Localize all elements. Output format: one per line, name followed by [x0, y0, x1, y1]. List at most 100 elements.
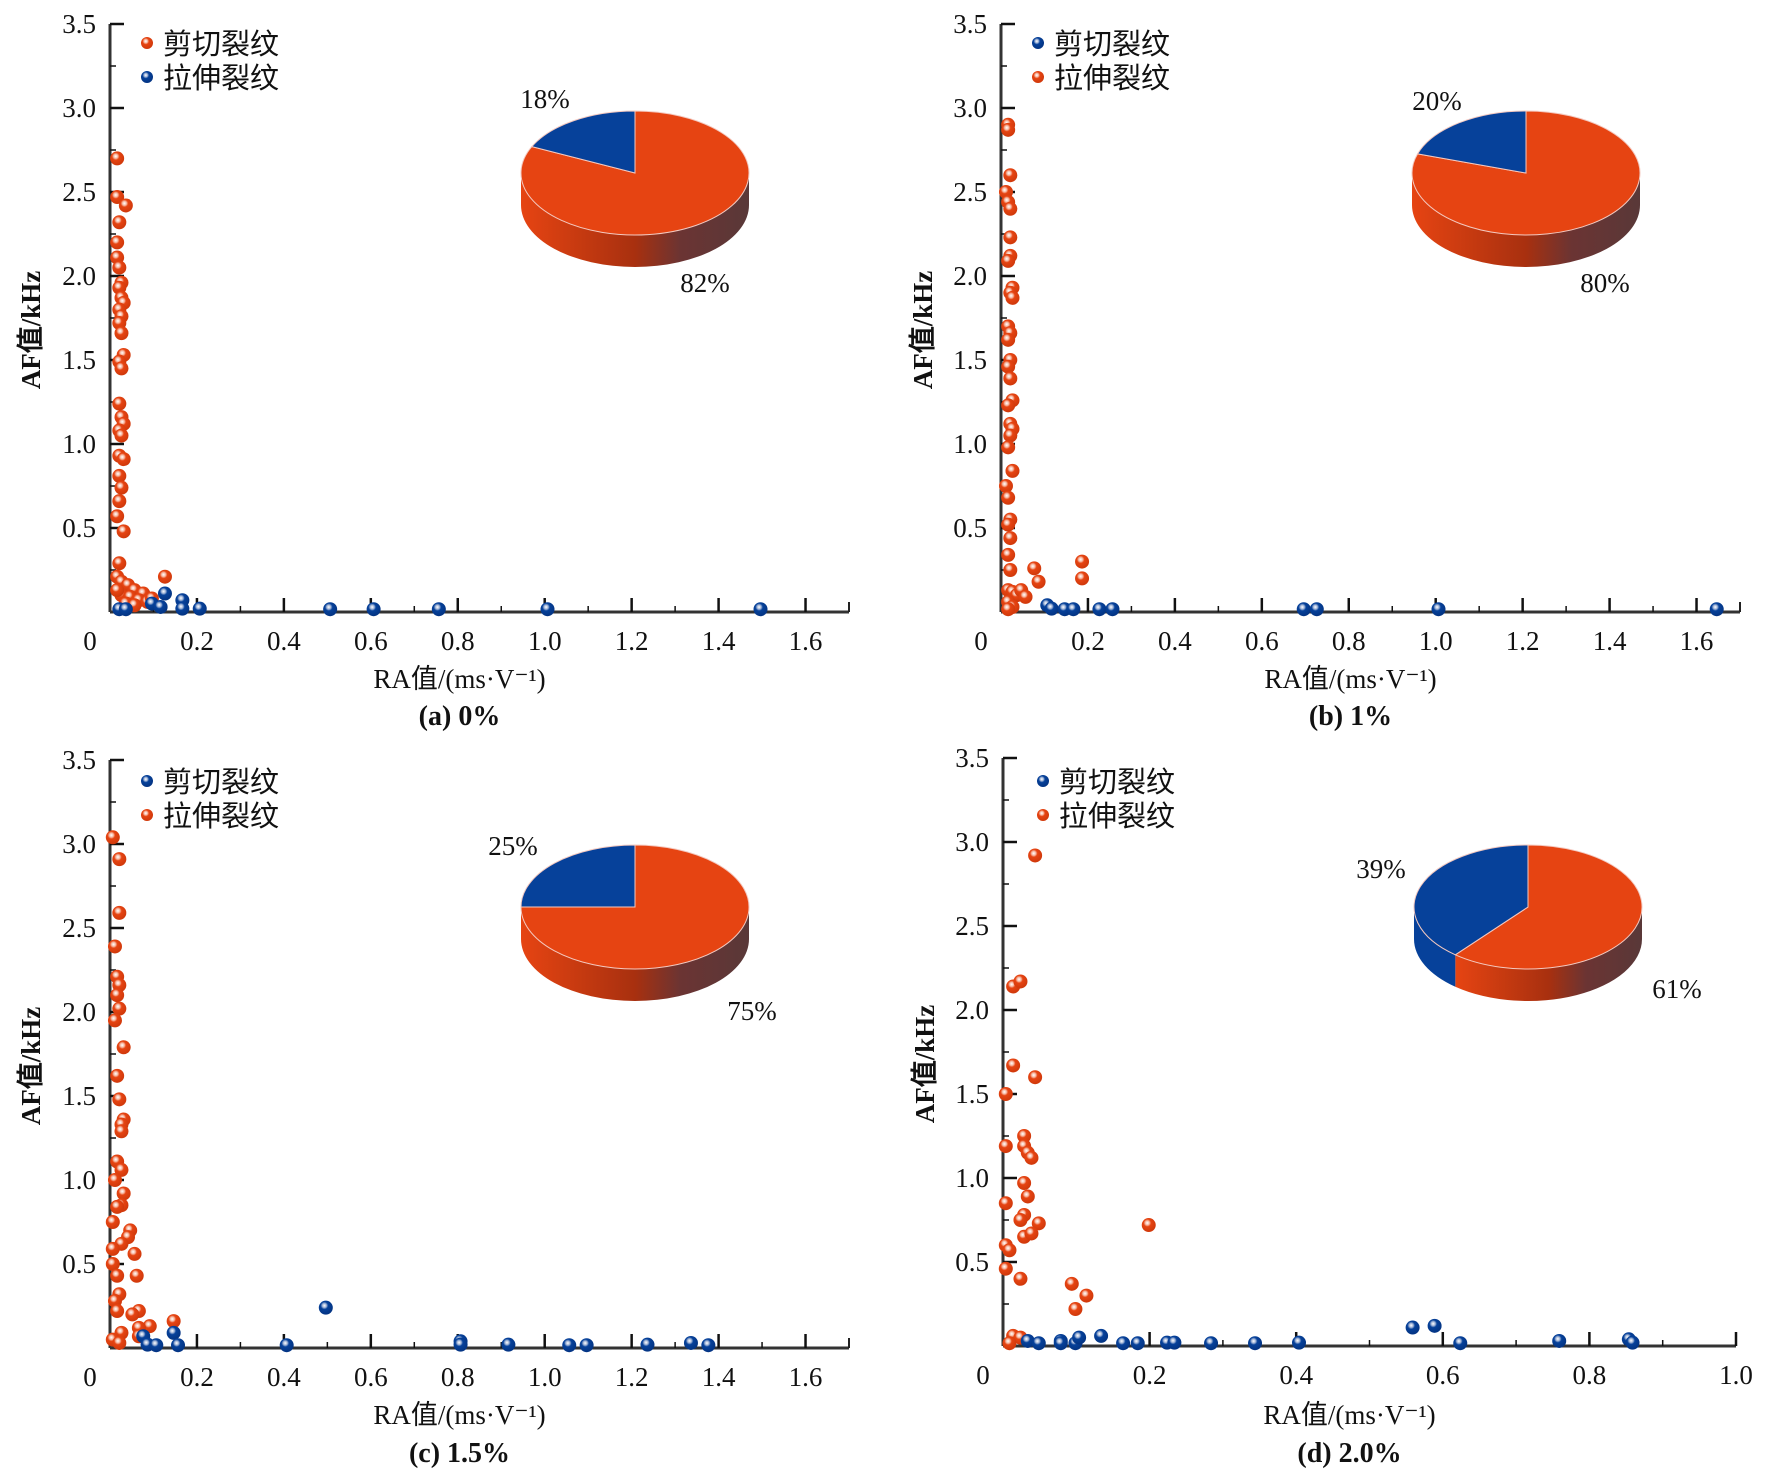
scatter-point-blue: [366, 602, 381, 617]
y-tick-label: 3.5: [62, 745, 96, 775]
scatter-point-blue: [1248, 1336, 1263, 1351]
x-tick-label: 1.2: [615, 626, 649, 656]
y-tick-label: 2.0: [62, 997, 96, 1027]
scatter-point-red: [1002, 1243, 1017, 1258]
scatter-point-red: [110, 988, 125, 1003]
scatter-point-red: [110, 151, 125, 166]
scatter-point-red: [125, 1307, 140, 1322]
pie-slice-red: [520, 844, 750, 970]
y-tick-label: 1.0: [62, 429, 96, 459]
x-tick-label: 1.0: [1719, 1360, 1753, 1390]
scatter-point-red: [1001, 359, 1016, 374]
scatter-point-blue: [453, 1337, 468, 1352]
scatter-point-red: [1001, 547, 1016, 562]
x-tick-label: 0.8: [441, 626, 475, 656]
scatter-point-red: [112, 852, 127, 867]
scatter-point-blue: [753, 602, 768, 617]
scatter-point-blue: [1204, 1336, 1219, 1351]
y-tick-label: 1.0: [953, 429, 987, 459]
scatter-point-red: [1005, 290, 1020, 305]
y-tick-label: 0.5: [953, 513, 987, 543]
x-tick-label: 0.6: [354, 626, 388, 656]
legend-label: 拉伸裂纹: [1054, 62, 1170, 95]
scatter-point-blue: [683, 1335, 698, 1350]
legend-label: 拉伸裂纹: [163, 62, 279, 95]
scatter-point-red: [998, 1196, 1013, 1211]
y-tick-label: 3.0: [955, 827, 989, 857]
pie-side-red: [1455, 907, 1642, 1001]
y-tick-label: 1.5: [62, 345, 96, 375]
panel-caption: (c) 1.5%: [409, 1438, 510, 1469]
scatter-point-red: [112, 215, 127, 230]
x-tick-label: 1.6: [789, 626, 823, 656]
x-axis-label: RA值/(ms·V⁻¹): [1263, 1400, 1435, 1430]
scatter-point-red: [1001, 398, 1016, 413]
y-tick-label: 3.5: [953, 9, 987, 39]
scatter-point-red: [112, 1092, 127, 1107]
scatter-point-red: [1027, 561, 1042, 576]
scatter-point-red: [112, 260, 127, 275]
pie-label-blue: 25%: [488, 831, 538, 861]
scatter-point-red: [1005, 463, 1020, 478]
scatter-point-blue: [579, 1338, 594, 1353]
y-tick-label: 0.5: [955, 1247, 989, 1277]
x-tick-label: 1.6: [789, 1362, 823, 1392]
scatter-point-blue: [1053, 1336, 1068, 1351]
scatter-point-red: [1013, 1213, 1028, 1227]
legend-label: 剪切裂纹: [163, 766, 279, 799]
panel-a: 0.5 1.0 1.5 2.0 2.5 3.0 3.5 0 0.2 0.4 0.6 0.8 1.0 1.2…: [16, 9, 850, 732]
scatter-point-red: [1075, 571, 1090, 586]
pie-slice-red: [1411, 110, 1641, 236]
scatter-point-red: [1001, 602, 1016, 617]
scatter-point-red: [1003, 371, 1018, 386]
scatter-point-blue: [1453, 1336, 1468, 1351]
y-tick-label: 3.0: [953, 93, 987, 123]
legend-marker-red: [141, 809, 153, 821]
scatter-point-red: [1003, 201, 1018, 216]
scatter-point-red: [1013, 1271, 1028, 1286]
pie-chart: 18% 82%: [520, 84, 750, 298]
x-tick-label: 0.4: [1279, 1360, 1313, 1390]
x-tick-label: 0: [83, 626, 97, 656]
scatter-point-blue: [1130, 1336, 1145, 1351]
scatter-point-red: [1003, 230, 1018, 245]
y-tick-label: 2.5: [953, 177, 987, 207]
scatter-point-red: [1003, 563, 1018, 577]
scatter-point-blue: [118, 602, 133, 617]
scatter-point-red: [1017, 1176, 1032, 1191]
y-tick-label: 2.5: [62, 913, 96, 943]
pie-slice-red: [1454, 844, 1643, 970]
legend-marker-blue: [141, 71, 153, 83]
legend-label: 剪切裂纹: [1059, 766, 1175, 799]
y-axis-label: AF值/kHz: [16, 271, 46, 390]
x-axis-label: RA值/(ms·V⁻¹): [373, 1400, 545, 1430]
x-tick-label: 0.6: [354, 1362, 388, 1392]
scatter-point-red: [114, 428, 129, 443]
scatter-point-red: [110, 1068, 125, 1083]
scatter-point-blue: [1292, 1335, 1306, 1350]
panel-caption: (b) 1%: [1309, 701, 1392, 732]
legend-marker-red: [1037, 809, 1049, 821]
scatter-point-red: [105, 830, 120, 845]
pie-slice-blue: [530, 110, 636, 174]
scatter-point-blue: [1431, 602, 1446, 617]
scatter-point-blue: [157, 586, 172, 601]
scatter-point-red: [116, 524, 131, 539]
x-tick-label: 0.2: [1133, 1360, 1167, 1390]
pie-slice-blue: [520, 844, 636, 908]
scatter-point-red: [1003, 428, 1018, 443]
x-tick-label: 0.6: [1426, 1360, 1460, 1390]
pie-side-red: [1412, 173, 1640, 267]
pie-side-red: [521, 907, 749, 1001]
scatter-point-red: [114, 326, 129, 341]
pie-label-blue: 39%: [1356, 854, 1406, 884]
x-tick-label: 0.2: [180, 1362, 214, 1392]
scatter-point-blue: [501, 1337, 516, 1352]
x-tick-label: 0.4: [267, 626, 301, 656]
scatter-point-red: [1024, 1226, 1039, 1241]
y-tick-label: 0.5: [62, 1249, 96, 1279]
pie-side-red: [521, 173, 749, 267]
scatter-point-blue: [1116, 1336, 1131, 1351]
scatter-point-red: [107, 1173, 122, 1187]
scatter-point-blue: [1552, 1333, 1567, 1348]
